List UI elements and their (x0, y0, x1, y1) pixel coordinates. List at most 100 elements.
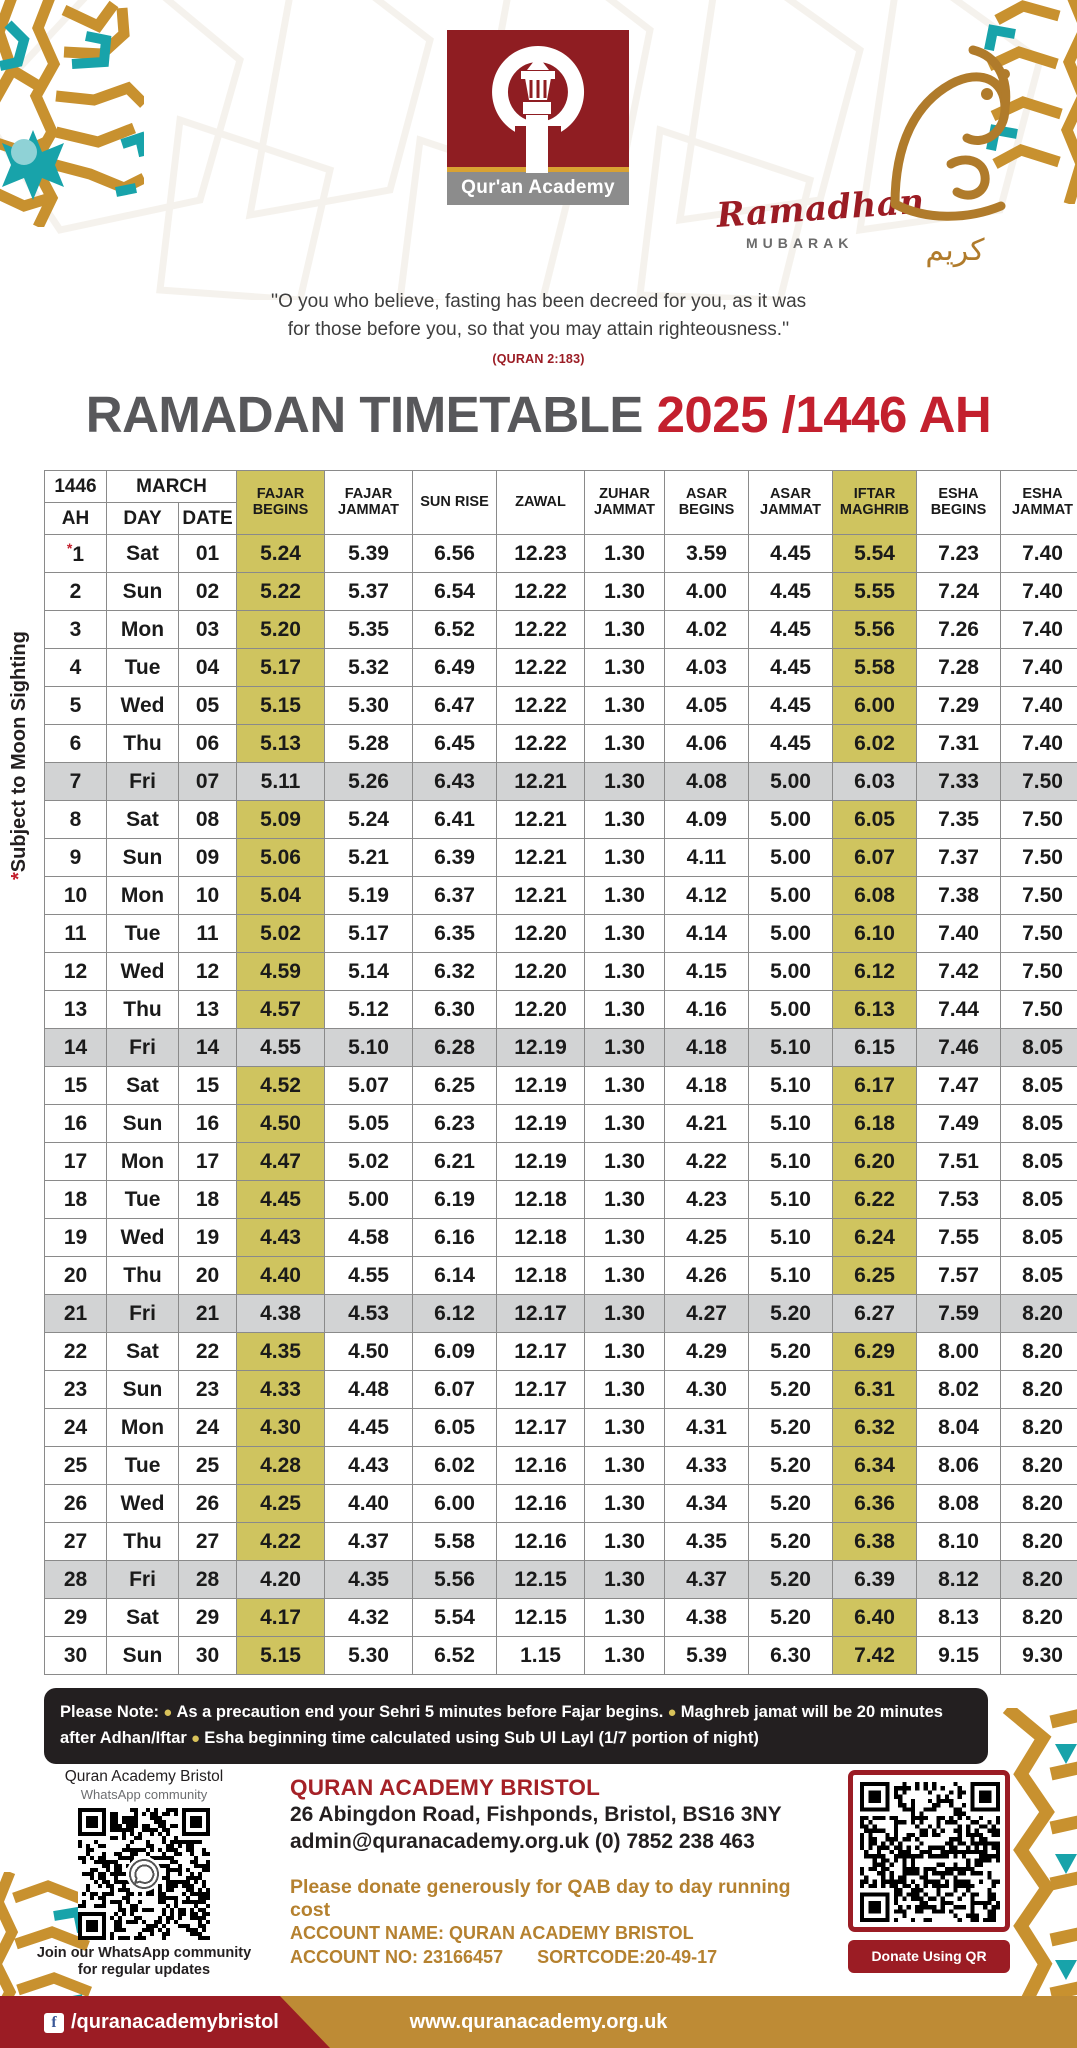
cell-sun-rise: 6.09 (412, 1332, 497, 1371)
cell-zawal: 12.16 (496, 1484, 585, 1523)
cell-zuhar-jammat: 1.30 (584, 1484, 665, 1523)
cell-sun-rise: 6.52 (412, 1636, 497, 1675)
cell-zawal: 12.21 (496, 838, 585, 877)
cell-sun-rise: 6.32 (412, 952, 497, 991)
cell-asar-jammat: 5.20 (748, 1294, 833, 1333)
cell-ah: 5 (44, 686, 107, 725)
cell-sun-rise: 5.58 (412, 1522, 497, 1561)
cell-asar-begins: 4.33 (664, 1446, 749, 1485)
cell-day: Sun (106, 1636, 179, 1675)
facebook-link[interactable]: f /quranacademybristol (44, 2011, 279, 2034)
cell-zawal: 12.20 (496, 952, 585, 991)
cell-fajar-begins: 4.20 (236, 1560, 325, 1599)
cell-fajar-begins: 5.02 (236, 914, 325, 953)
cell-ah: 23 (44, 1370, 107, 1409)
cell-zuhar-jammat: 1.30 (584, 952, 665, 991)
page-title-year: 2025 /1446 AH (656, 386, 992, 443)
cell-sun-rise: 6.12 (412, 1294, 497, 1333)
donate-using-qr-button[interactable]: Donate Using QR (848, 1940, 1010, 1973)
cell-ah: 14 (44, 1028, 107, 1067)
cell-zuhar-jammat: 1.30 (584, 724, 665, 763)
cell-date: 18 (178, 1180, 237, 1219)
whatsapp-qr-code[interactable] (78, 1808, 210, 1940)
cell-esha-begins: 7.46 (916, 1028, 1001, 1067)
cell-fajar-jammat: 4.53 (324, 1294, 413, 1333)
cell-asar-begins: 4.29 (664, 1332, 749, 1371)
cell-iftar-maghrib: 6.40 (832, 1598, 917, 1637)
cell-fajar-jammat: 4.35 (324, 1560, 413, 1599)
th-date: DATE (178, 502, 237, 535)
cell-esha-jammat: 8.05 (1000, 1104, 1077, 1143)
cell-day: Sun (106, 572, 179, 611)
cell-zuhar-jammat: 1.30 (584, 1104, 665, 1143)
cell-day: Sun (106, 1104, 179, 1143)
cell-date: 29 (178, 1598, 237, 1637)
bullet-icon-3: ● (186, 1729, 205, 1747)
quote-line-1: ''O you who believe, fasting has been de… (270, 291, 807, 312)
th-esha-begins: ESHA BEGINS (916, 470, 1001, 535)
cell-zawal: 12.17 (496, 1408, 585, 1447)
page-title-main: RAMADAN TIMETABLE (85, 386, 657, 443)
cell-asar-begins: 4.08 (664, 762, 749, 801)
cell-fajar-begins: 4.40 (236, 1256, 325, 1295)
cell-day: Mon (106, 1408, 179, 1447)
cell-zuhar-jammat: 1.30 (584, 1180, 665, 1219)
bank-numbers: ACCOUNT NO: 23166457 SORTCODE:20-49-17 (290, 1946, 810, 1969)
cell-asar-jammat: 5.00 (748, 876, 833, 915)
cell-sun-rise: 6.37 (412, 876, 497, 915)
cell-iftar-maghrib: 6.17 (832, 1066, 917, 1105)
cell-esha-begins: 7.40 (916, 914, 1001, 953)
cell-zuhar-jammat: 1.30 (584, 1408, 665, 1447)
cell-day: Tue (106, 1180, 179, 1219)
cell-asar-begins: 4.15 (664, 952, 749, 991)
cell-date: 24 (178, 1408, 237, 1447)
table-body: *1 Sat 01 5.24 5.39 6.56 12.23 1.30 3.59 4.45 5.54… (44, 534, 1077, 1675)
table-row: *1 Sat 01 5.24 5.39 6.56 12.23 1.30 3.59 4.45 5.54… (44, 534, 1077, 573)
th-fajar-jammat: FAJAR JAMMAT (324, 470, 413, 535)
cell-zawal: 12.22 (496, 724, 585, 763)
cell-asar-begins: 4.02 (664, 610, 749, 649)
cell-zuhar-jammat: 1.30 (584, 762, 665, 801)
quote-reference: (QURAN 2:183) (492, 352, 585, 366)
cell-day: Sun (106, 838, 179, 877)
cell-zawal: 12.15 (496, 1560, 585, 1599)
cell-zawal: 12.20 (496, 914, 585, 953)
cell-zuhar-jammat: 1.30 (584, 1294, 665, 1333)
cell-sun-rise: 6.02 (412, 1446, 497, 1485)
cell-zawal: 12.19 (496, 1028, 585, 1067)
cell-sun-rise: 6.39 (412, 838, 497, 877)
table-row: 4 Tue 04 5.17 5.32 6.49 12.22 1.30 4.03 4.45 5.58 7… (44, 648, 1077, 687)
cell-zuhar-jammat: 1.30 (584, 534, 665, 573)
cell-esha-begins: 7.57 (916, 1256, 1001, 1295)
table-row: 13 Thu 13 4.57 5.12 6.30 12.20 1.30 4.16 5.00 6.13… (44, 990, 1077, 1029)
website-url[interactable]: www.quranacademy.org.uk (409, 2011, 668, 2033)
cell-esha-jammat: 8.05 (1000, 1180, 1077, 1219)
cell-fajar-jammat: 5.12 (324, 990, 413, 1029)
th-fajar-begins: FAJAR BEGINS (236, 470, 325, 535)
cell-date: 25 (178, 1446, 237, 1485)
cell-fajar-begins: 5.13 (236, 724, 325, 763)
cell-iftar-maghrib: 7.42 (832, 1636, 917, 1675)
cell-day: Thu (106, 990, 179, 1029)
cell-iftar-maghrib: 5.55 (832, 572, 917, 611)
cell-iftar-maghrib: 6.13 (832, 990, 917, 1029)
donate-qr-frame (848, 1770, 1010, 1932)
cell-esha-jammat: 7.50 (1000, 800, 1077, 839)
cell-date: 03 (178, 610, 237, 649)
cell-date: 01 (178, 534, 237, 573)
donate-qr-code[interactable] (860, 1782, 1000, 1922)
cell-ah: *1 (44, 534, 107, 573)
cell-asar-jammat: 4.45 (748, 534, 833, 573)
cell-ah: 20 (44, 1256, 107, 1295)
cell-day: Sat (106, 1066, 179, 1105)
cell-asar-jammat: 5.10 (748, 1104, 833, 1143)
cell-date: 11 (178, 914, 237, 953)
logo-mark-icon (492, 46, 585, 173)
cell-zawal: 12.17 (496, 1294, 585, 1333)
cell-iftar-maghrib: 6.24 (832, 1218, 917, 1257)
table-row: 6 Thu 06 5.13 5.28 6.45 12.22 1.30 4.06 4.45 6.02 7… (44, 724, 1077, 763)
cell-asar-jammat: 6.30 (748, 1636, 833, 1675)
cell-zuhar-jammat: 1.30 (584, 1218, 665, 1257)
cell-asar-begins: 4.27 (664, 1294, 749, 1333)
table-row: 11 Tue 11 5.02 5.17 6.35 12.20 1.30 4.14 5.00 6.10… (44, 914, 1077, 953)
